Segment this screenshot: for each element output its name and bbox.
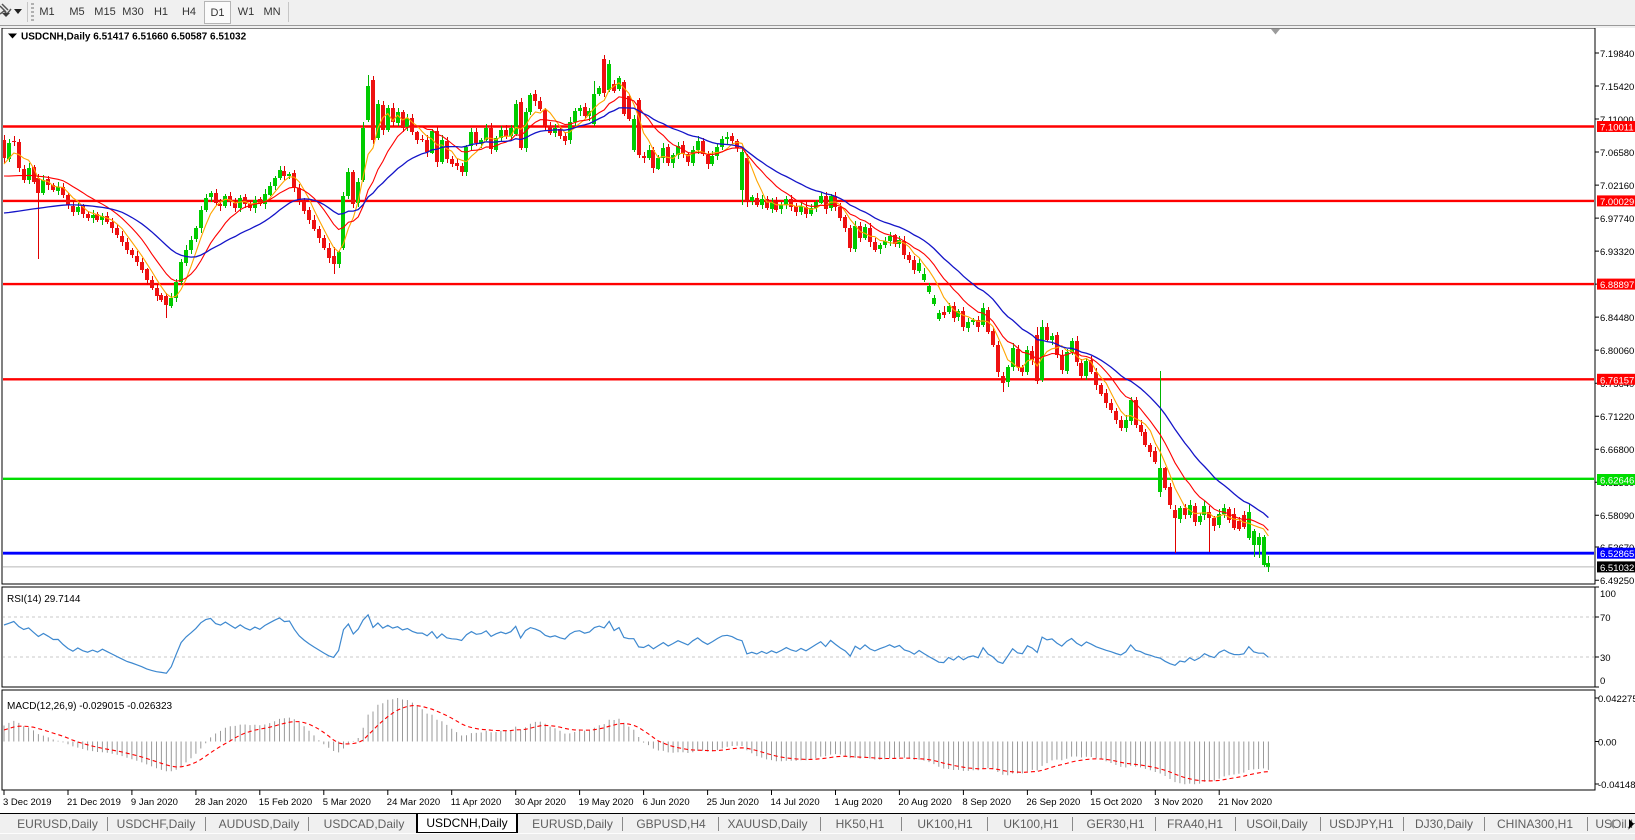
svg-text:15 Oct 2020: 15 Oct 2020 (1090, 797, 1142, 808)
svg-text:0.042275: 0.042275 (1598, 694, 1635, 705)
svg-text:7.19840: 7.19840 (1600, 49, 1634, 60)
svg-text:6.51032: 6.51032 (1600, 563, 1634, 574)
svg-text:100: 100 (1600, 589, 1616, 600)
svg-text:30: 30 (1600, 653, 1611, 664)
svg-text:70: 70 (1600, 613, 1611, 624)
svg-text:9 Jan 2020: 9 Jan 2020 (131, 797, 178, 808)
svg-text:24 Mar 2020: 24 Mar 2020 (387, 797, 440, 808)
svg-text:USDCNH,Daily 6.51417 6.51660: USDCNH,Daily 6.51417 6.51660 6.50587 6.5… (21, 32, 247, 43)
svg-text:5 Mar 2020: 5 Mar 2020 (323, 797, 371, 808)
svg-text:26 Sep 2020: 26 Sep 2020 (1026, 797, 1080, 808)
svg-text:7.15420: 7.15420 (1600, 82, 1634, 93)
svg-text:7.06580: 7.06580 (1600, 148, 1634, 159)
svg-text:20 Aug 2020: 20 Aug 2020 (898, 797, 951, 808)
svg-text:15 Feb 2020: 15 Feb 2020 (259, 797, 312, 808)
svg-text:28 Jan 2020: 28 Jan 2020 (195, 797, 247, 808)
svg-text:-0.04148: -0.04148 (1598, 780, 1635, 791)
svg-text:6.66800: 6.66800 (1600, 445, 1634, 456)
svg-text:6 Jun 2020: 6 Jun 2020 (643, 797, 690, 808)
svg-text:11 Apr 2020: 11 Apr 2020 (451, 797, 502, 808)
svg-text:14 Jul 2020: 14 Jul 2020 (771, 797, 820, 808)
svg-text:6.80060: 6.80060 (1600, 346, 1634, 357)
svg-text:6.71220: 6.71220 (1600, 412, 1634, 423)
svg-text:30 Apr 2020: 30 Apr 2020 (515, 797, 566, 808)
svg-text:RSI(14) 29.7144: RSI(14) 29.7144 (7, 594, 81, 605)
svg-text:7.00029: 7.00029 (1600, 197, 1634, 208)
svg-text:0: 0 (1600, 676, 1605, 687)
svg-text:3 Nov 2020: 3 Nov 2020 (1154, 797, 1203, 808)
svg-text:21 Nov 2020: 21 Nov 2020 (1218, 797, 1272, 808)
svg-text:6.52865: 6.52865 (1600, 549, 1634, 560)
svg-text:6.76157: 6.76157 (1600, 375, 1634, 386)
svg-text:7.02160: 7.02160 (1600, 181, 1634, 192)
svg-text:8 Sep 2020: 8 Sep 2020 (962, 797, 1011, 808)
svg-text:6.58090: 6.58090 (1600, 511, 1634, 522)
svg-text:25 Jun 2020: 25 Jun 2020 (707, 797, 759, 808)
svg-text:3 Dec 2019: 3 Dec 2019 (3, 797, 52, 808)
svg-text:6.97740: 6.97740 (1600, 214, 1634, 225)
svg-text:6.49250: 6.49250 (1600, 576, 1634, 587)
svg-text:6.88897: 6.88897 (1600, 280, 1634, 291)
svg-text:6.93320: 6.93320 (1600, 247, 1634, 258)
svg-text:7.10011: 7.10011 (1600, 123, 1634, 134)
svg-text:0.00: 0.00 (1598, 738, 1617, 749)
svg-text:19 May 2020: 19 May 2020 (579, 797, 634, 808)
svg-text:7.11000: 7.11000 (1600, 115, 1634, 126)
svg-text:MACD(12,26,9) -0.029015 -0.026: MACD(12,26,9) -0.029015 -0.026323 (7, 701, 173, 712)
svg-text:1 Aug 2020: 1 Aug 2020 (835, 797, 883, 808)
svg-text:6.84480: 6.84480 (1600, 313, 1634, 324)
svg-text:6.62646: 6.62646 (1600, 476, 1634, 487)
svg-text:21 Dec 2019: 21 Dec 2019 (67, 797, 121, 808)
